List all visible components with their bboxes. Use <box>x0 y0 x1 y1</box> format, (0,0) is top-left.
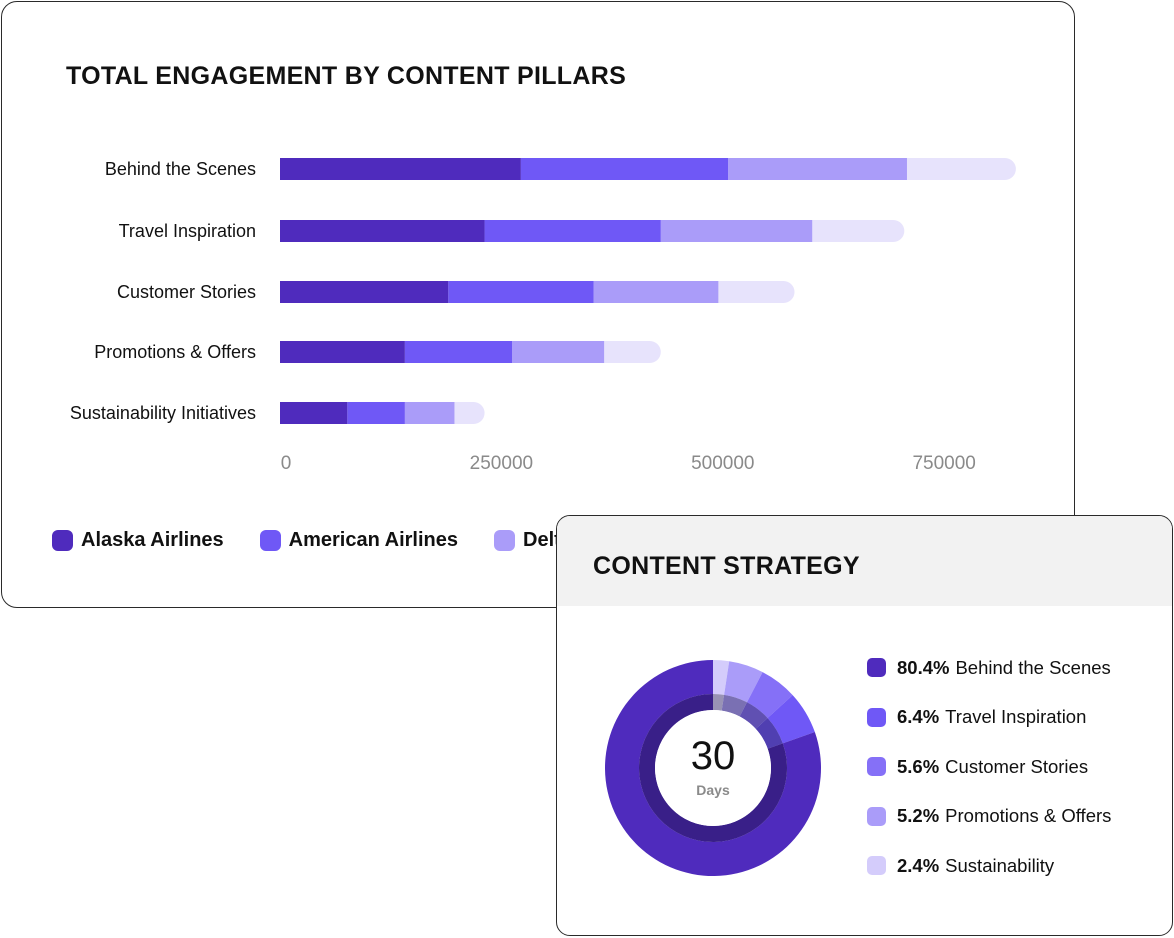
x-tick-label: 250000 <box>470 453 533 474</box>
strategy-legend-pct: 80.4% <box>897 656 950 678</box>
strategy-legend-item: 80.4% Behind the Scenes <box>867 655 1111 680</box>
bar-category-label: Behind the Scenes <box>105 159 256 179</box>
legend-item-delta[interactable]: Delt <box>494 529 561 552</box>
engagement-title: TOTAL ENGAGEMENT BY CONTENT PILLARS <box>66 62 627 90</box>
donut-chart <box>605 660 821 876</box>
donut-center-value: 30 <box>690 734 736 778</box>
content-strategy-card: CONTENT STRATEGY 30 Days 80.4% Behind th… <box>556 515 1173 936</box>
strategy-legend-pct: 6.4% <box>897 706 940 727</box>
donut-slice <box>724 661 763 703</box>
donut-inner-shade <box>713 694 725 711</box>
legend-label-delta: Delt <box>523 529 561 551</box>
strategy-legend-item: 5.2% Promotions & Offers <box>867 804 1111 829</box>
strategy-legend-label: Sustainability <box>945 854 1055 876</box>
strategy-legend-swatch <box>867 757 886 776</box>
bar-category-label: Sustainability Initiatives <box>70 403 256 423</box>
donut-inner-shade <box>721 694 748 717</box>
bar-segment <box>520 158 729 180</box>
strategy-legend-label: Behind the Scenes <box>955 656 1111 678</box>
strategy-legend-swatch <box>867 707 886 727</box>
stacked-bar-chart: Behind the Scenes Travel Inspiration Custo… <box>70 158 1016 474</box>
bar-segment <box>404 402 455 424</box>
bar-segment <box>484 220 661 242</box>
strategy-legend-label: Travel Inspiration <box>945 706 1087 727</box>
bar-segment <box>660 220 813 242</box>
bar-segment <box>347 402 405 424</box>
x-tick-label: 750000 <box>912 453 975 474</box>
x-tick-label: 500000 <box>691 453 754 474</box>
strategy-legend-pct: 2.4% <box>897 854 940 876</box>
donut-slice <box>747 672 793 719</box>
strategy-legend-item: 6.4% Travel Inspiration <box>867 705 1111 730</box>
donut-slice <box>713 660 730 695</box>
strategy-legend-pct: 5.2% <box>897 805 940 826</box>
content-strategy-header <box>557 516 1172 606</box>
engagement-legend: Alaska Airlines American Airlines Delt <box>52 529 561 552</box>
donut-inner-shade <box>755 718 783 749</box>
donut-inner-band <box>721 694 748 717</box>
bar-segment <box>696 281 795 303</box>
bar-segment <box>404 341 513 363</box>
bar-category-label: Travel Inspiration <box>119 221 256 241</box>
bar-category-label: Promotions & Offers <box>94 342 256 362</box>
legend-label-alaska: Alaska Airlines <box>81 529 224 551</box>
bar-segment <box>884 158 1016 180</box>
content-strategy-legend: 80.4% Behind the Scenes 6.4% Travel Insp… <box>867 655 1111 903</box>
strategy-legend-pct: 5.6% <box>897 755 940 777</box>
bar-segment <box>280 158 521 180</box>
bar-category-label: Customer Stories <box>117 282 256 302</box>
donut-hole <box>655 710 771 826</box>
bar-segment <box>280 281 449 303</box>
bar-segment <box>790 220 905 242</box>
donut-inner-band <box>713 694 725 711</box>
content-strategy-title: CONTENT STRATEGY <box>593 552 860 580</box>
legend-swatch-alaska <box>52 530 73 551</box>
donut-inner-band <box>755 718 783 749</box>
x-tick-label: 0 <box>281 453 292 474</box>
bar-segment <box>280 402 348 424</box>
bar-segment <box>593 281 719 303</box>
bar-segment <box>280 341 405 363</box>
legend-label-american: American Airlines <box>288 529 458 551</box>
strategy-legend-label: Promotions & Offers <box>945 805 1112 826</box>
donut-inner-shade <box>739 702 768 729</box>
strategy-legend-swatch <box>867 806 886 826</box>
donut-slice <box>605 660 821 876</box>
bar-segment <box>280 220 485 242</box>
donut-center-unit: Days <box>696 782 730 798</box>
strategy-legend-item: 5.6% Customer Stories <box>867 754 1111 779</box>
legend-item-american[interactable]: American Airlines <box>259 529 458 552</box>
legend-swatch-delta <box>494 530 515 551</box>
bar-segment <box>448 281 594 303</box>
donut-slice <box>767 695 815 744</box>
strategy-legend-label: Customer Stories <box>945 755 1089 777</box>
legend-item-alaska[interactable]: Alaska Airlines <box>52 529 224 552</box>
bar-segment <box>728 158 907 180</box>
donut-inner-band <box>739 702 768 729</box>
strategy-legend-swatch <box>867 658 886 677</box>
engagement-card: TOTAL ENGAGEMENT BY CONTENT PILLARS Behi… <box>1 1 1075 608</box>
bar-segment <box>512 341 605 363</box>
strategy-legend-swatch <box>867 856 886 875</box>
legend-swatch-american <box>259 530 281 551</box>
strategy-legend-item: 2.4% Sustainability <box>867 853 1111 878</box>
